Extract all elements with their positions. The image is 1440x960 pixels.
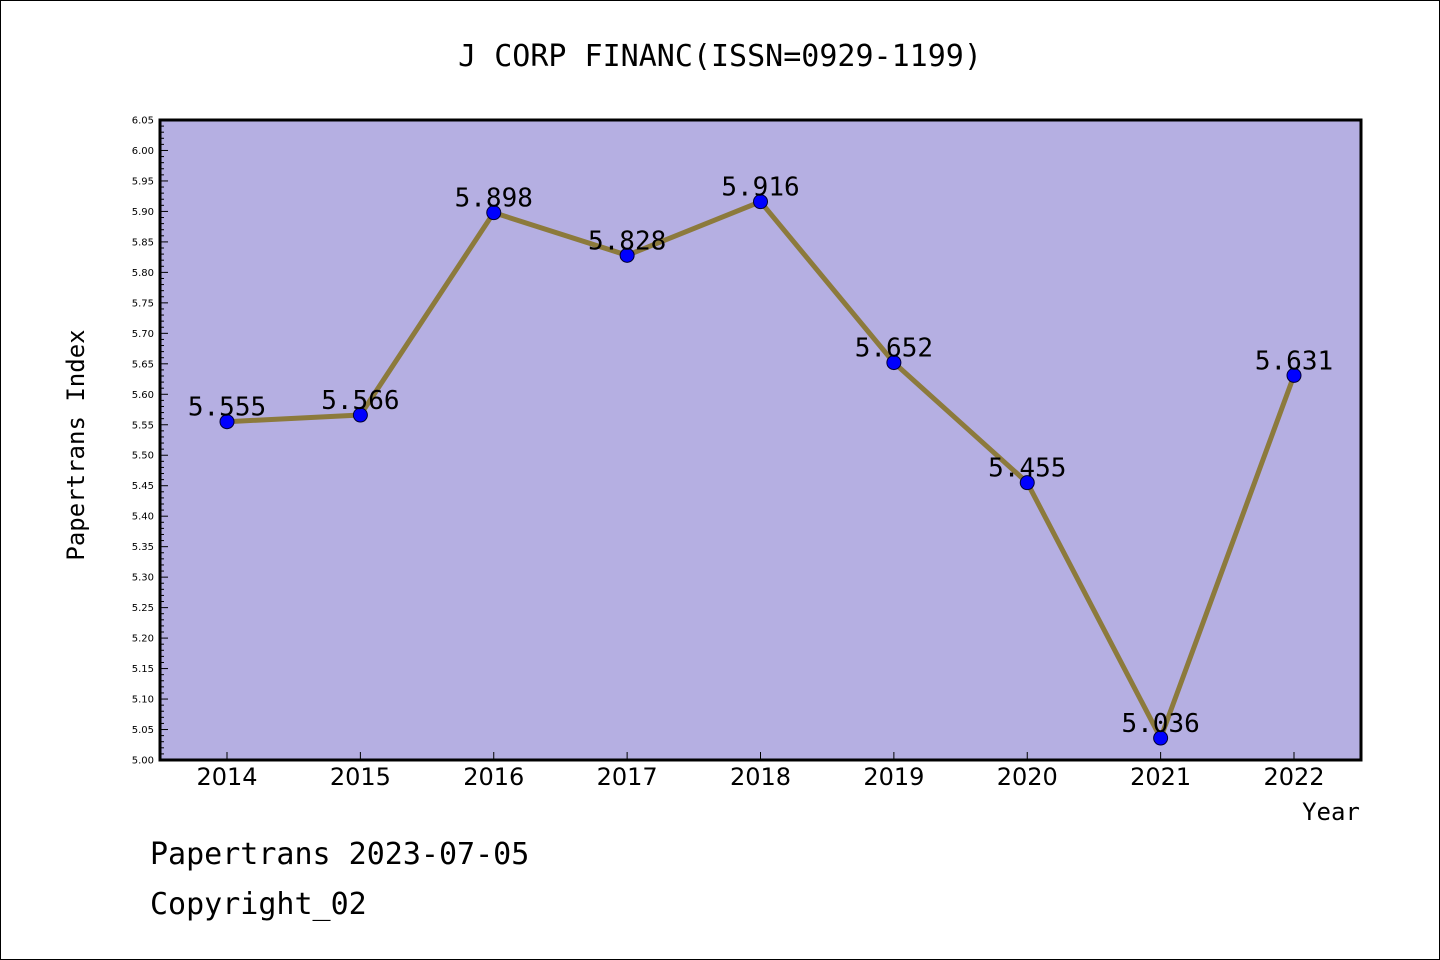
plot-area [160,120,1361,760]
y-tick-label: 5.95 [132,176,154,187]
data-point-2020 [1019,475,1035,491]
y-tick-label: 5.45 [132,481,154,492]
data-label-2014: 5.555 [188,393,266,423]
y-tick-label: 6.00 [132,146,154,157]
chart-title: J CORP FINANC(ISSN=0929-1199) [458,39,982,74]
y-tick-label: 5.30 [132,573,154,584]
data-point-2017 [619,247,635,263]
data-label-2017: 5.828 [588,226,666,256]
y-axis-title: Papertrans Index [62,329,90,560]
plot-border [158,118,1363,762]
data-label-2021: 5.036 [1121,709,1199,739]
data-labels: 5.555 5.566 5.898 5.828 5.916 5.652 5.455 5.036… [188,173,1333,739]
x-tick-label: 2022 [1263,763,1324,791]
footer-date: Papertrans 2023-07-05 [150,837,529,872]
y-tick-label: 5.20 [132,634,154,645]
x-tick-label: 2020 [997,763,1058,791]
data-label-2015: 5.566 [321,386,399,416]
y-tick-label: 5.15 [132,664,154,675]
y-tick-label: 5.85 [132,237,154,248]
y-tick-label: 5.60 [132,390,154,401]
footer-copyright: Copyright_02 [150,887,367,922]
x-tick-label: 2015 [330,763,391,791]
data-point-2022 [1286,367,1302,383]
x-tick-label: 2018 [730,763,791,791]
data-point-2018 [753,194,768,210]
x-tick-label: 2014 [196,763,257,791]
data-label-2019: 5.652 [855,334,933,364]
y-tick-label: 5.90 [132,207,154,218]
y-axis: 5.00 5.05 5.10 5.15 5.20 5.25 5.30 5.35 5.40 5.45… [132,116,168,767]
x-tick-label: 2016 [463,763,524,791]
data-point-2015 [352,407,368,423]
data-point-2019 [886,355,902,371]
data-points [219,194,1302,746]
y-tick-label: 5.80 [132,268,154,279]
x-axis-title: Year [1302,798,1360,826]
data-label-2022: 5.631 [1255,346,1333,376]
y-tick-label: 5.75 [132,298,154,309]
data-label-2016: 5.898 [455,184,533,214]
y-tick-label: 6.05 [132,116,154,127]
y-tick-label: 5.00 [132,756,154,767]
y-tick-label: 5.50 [132,451,154,462]
y-tick-label: 5.10 [132,695,154,706]
x-tick-label: 2019 [863,763,924,791]
y-tick-label: 5.05 [132,725,154,736]
data-point-2014 [219,414,235,430]
data-point-2021 [1153,730,1169,746]
y-tick-label: 5.65 [132,359,154,370]
data-label-2020: 5.455 [988,454,1066,484]
y-tick-label: 5.55 [132,420,154,431]
data-point-2016 [486,205,502,221]
y-tick-label: 5.40 [132,512,154,523]
y-tick-label: 5.35 [132,542,154,553]
y-tick-label: 5.25 [132,603,154,614]
x-tick-label: 2021 [1130,763,1191,791]
y-tick-label: 5.70 [132,329,154,340]
data-label-2018: 5.916 [721,173,799,203]
x-tick-label: 2017 [597,763,658,791]
